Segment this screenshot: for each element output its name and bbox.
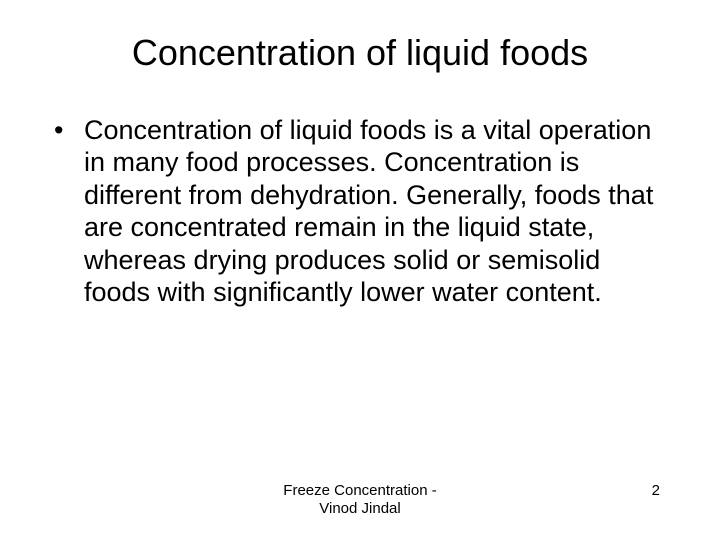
footer-center-line1: Freeze Concentration -: [283, 482, 436, 500]
page-number: 2: [652, 482, 660, 499]
footer-center: Freeze Concentration - Vinod Jindal: [283, 482, 436, 518]
bullet-item: Concentration of liquid foods is a vital…: [48, 114, 672, 308]
bullet-list: Concentration of liquid foods is a vital…: [48, 114, 672, 308]
footer-center-line2: Vinod Jindal: [283, 500, 436, 518]
slide: Concentration of liquid foods Concentrat…: [0, 0, 720, 540]
slide-title: Concentration of liquid foods: [48, 32, 672, 74]
slide-footer: Freeze Concentration - Vinod Jindal 2: [0, 482, 720, 522]
